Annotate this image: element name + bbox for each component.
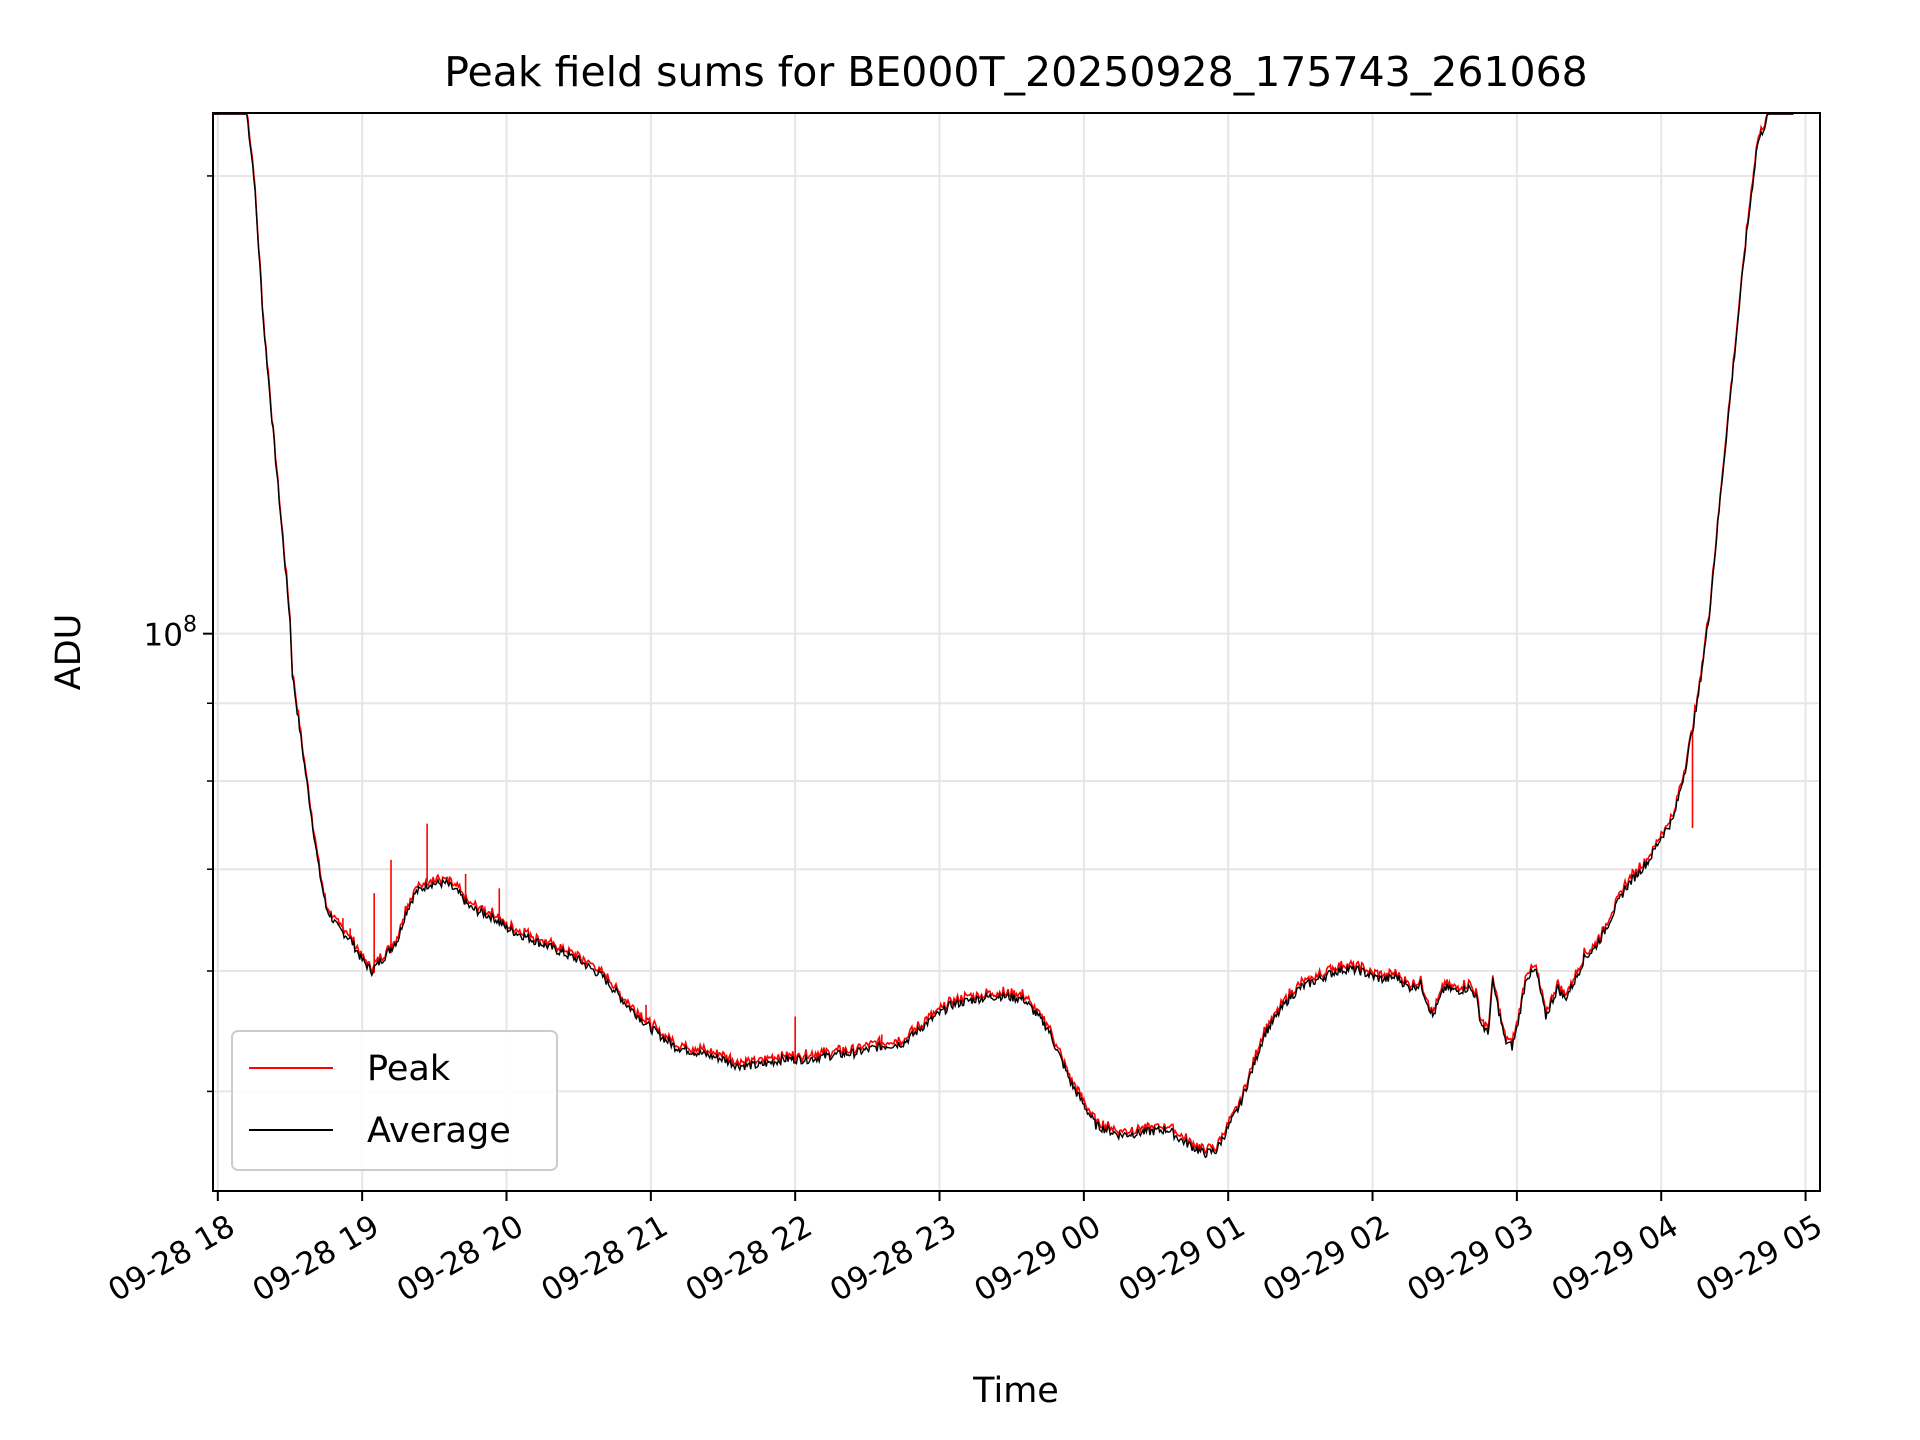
- plot-frame: [212, 112, 1821, 1192]
- legend-box: [231, 1030, 558, 1171]
- y-tick-label: 108: [144, 613, 197, 654]
- series-lines: [213, 113, 1794, 1159]
- legend: Peak Average: [231, 1030, 558, 1171]
- grid-lines: [213, 113, 1820, 1191]
- series-line-peak: [213, 113, 1794, 1155]
- chart-title: Peak field sums for BE000T_20250928_1757…: [444, 48, 1588, 96]
- series-line-average: [213, 113, 1794, 1159]
- x-axis-label: Time: [972, 1371, 1059, 1411]
- legend-label-average: Average: [367, 1111, 511, 1151]
- y-axis-ticks: 108: [144, 175, 213, 1093]
- y-axis-label: ADU: [49, 614, 89, 691]
- legend-label-peak: Peak: [367, 1049, 451, 1089]
